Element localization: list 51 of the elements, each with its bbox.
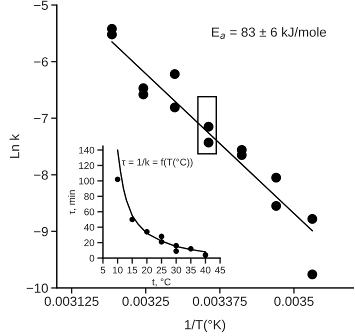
- point: [138, 90, 148, 100]
- point: [202, 252, 208, 258]
- point: [271, 172, 282, 183]
- point: [188, 246, 194, 252]
- y-tick-label: 20: [84, 239, 94, 246]
- y-tick-label: 140: [79, 146, 94, 154]
- x-tick-label: 15: [128, 266, 138, 274]
- point: [271, 200, 282, 211]
- annotation: E$_{a}$ = 83 ± 6 kJ/mole: [212, 27, 326, 39]
- x-tick-label: 40: [200, 266, 210, 274]
- x-tick-label: 35: [186, 266, 196, 274]
- x-tick-label: 0.003375: [192, 296, 247, 306]
- y-tick-label: −6: [34, 57, 48, 67]
- annotation: τ = 1/k = f(T(°C)): [122, 158, 193, 168]
- x-tick-label: 10: [112, 266, 123, 274]
- y-axis-title: τ, min: [68, 190, 76, 214]
- x-tick-label: 0.003125: [44, 296, 99, 306]
- x-tick-label: 25: [156, 266, 167, 274]
- point: [204, 138, 214, 148]
- point: [144, 229, 150, 235]
- point: [170, 102, 180, 112]
- point: [158, 234, 164, 240]
- y-axis-title: Ln k: [10, 134, 20, 158]
- point: [173, 248, 179, 254]
- x-axis-title: t, °C: [152, 278, 171, 287]
- point: [307, 269, 318, 280]
- point: [129, 216, 136, 222]
- x-tick-label: 20: [142, 266, 152, 274]
- point: [114, 176, 120, 182]
- point: [170, 69, 180, 79]
- x-tick-label: 5: [100, 266, 106, 274]
- x-tick-label: 0.0035: [274, 296, 314, 306]
- y-tick-label: 80: [84, 193, 94, 200]
- x-axis-title: 1/T(°K): [185, 320, 226, 332]
- x-tick-label: 30: [171, 266, 182, 274]
- point: [158, 239, 164, 245]
- point: [173, 242, 179, 248]
- point: [204, 122, 214, 132]
- y-tick-label: 120: [79, 162, 94, 170]
- y-tick-label: −5: [34, 0, 48, 10]
- y-tick-label: 40: [84, 224, 94, 231]
- y-tick-label: −8: [34, 170, 48, 180]
- y-tick-label: −7: [34, 114, 48, 123]
- point: [307, 214, 318, 224]
- x-tick-label: 45: [214, 266, 226, 274]
- y-tick-label: 0: [90, 254, 94, 262]
- y-tick-label: 60: [84, 208, 94, 216]
- y-tick-label: 100: [79, 178, 94, 184]
- y-tick-label: −10: [26, 284, 48, 293]
- y-tick-label: −9: [34, 226, 48, 236]
- x-tick-label: 0.00325: [122, 296, 170, 306]
